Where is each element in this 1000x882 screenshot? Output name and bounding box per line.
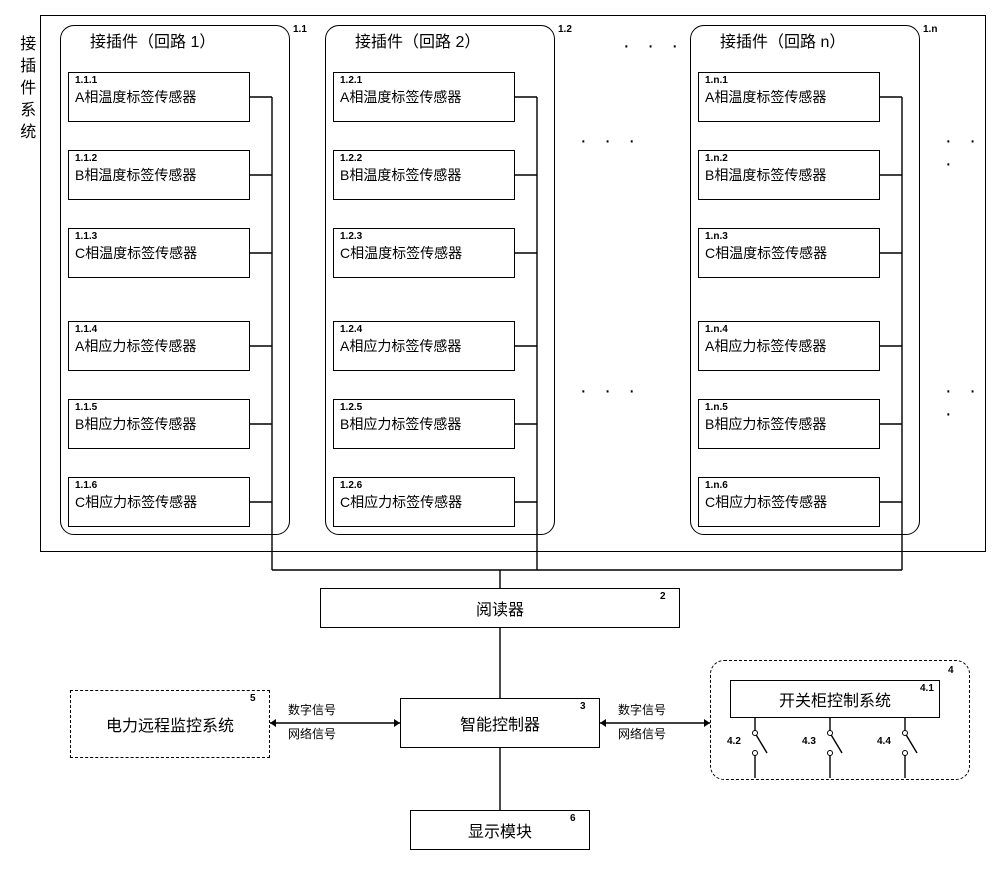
sig-label: 网络信号 xyxy=(288,727,336,741)
block-ref: 2 xyxy=(660,591,666,603)
circuit-title: 接插件（回路 2） xyxy=(355,33,480,52)
block-阅读器: 阅读器 xyxy=(320,588,680,628)
sensor-box: 1.2.4A相应力标签传感器 xyxy=(333,321,515,371)
system-label: 接插件系统 xyxy=(16,35,35,145)
sensor-box: 1.1.3C相温度标签传感器 xyxy=(68,228,250,278)
ellipsis: · · · xyxy=(580,130,641,153)
sensor-box: 1.2.3C相温度标签传感器 xyxy=(333,228,515,278)
circuit-title: 接插件（回路 1） xyxy=(90,33,215,52)
sig-label: 网络信号 xyxy=(618,727,666,741)
sensor-box: 1.2.5B相应力标签传感器 xyxy=(333,399,515,449)
block-智能控制器: 智能控制器 xyxy=(400,698,600,748)
sensor-box: 1.n.3C相温度标签传感器 xyxy=(698,228,880,278)
sensor-box: 1.n.6C相应力标签传感器 xyxy=(698,477,880,527)
circuit-title: 接插件（回路 n） xyxy=(720,33,845,52)
sig-label: 数字信号 xyxy=(288,703,336,717)
switch-ref: 4.2 xyxy=(727,736,741,748)
ellipsis-top: · · · xyxy=(623,35,684,58)
block-电力远程监控系统: 电力远程监控系统 xyxy=(70,690,270,758)
sensor-box: 1.n.1A相温度标签传感器 xyxy=(698,72,880,122)
block-ref: 6 xyxy=(570,813,576,825)
circuit-ref: 1.1 xyxy=(293,24,307,36)
ellipsis: · · · xyxy=(945,130,990,176)
sensor-box: 1.1.2B相温度标签传感器 xyxy=(68,150,250,200)
block-显示模块: 显示模块 xyxy=(410,810,590,850)
sensor-box: 1.n.2B相温度标签传感器 xyxy=(698,150,880,200)
sensor-box: 1.2.2B相温度标签传感器 xyxy=(333,150,515,200)
cabinet-ref: 4 xyxy=(948,665,954,677)
block-ref: 3 xyxy=(580,701,586,713)
sensor-box: 1.1.5B相应力标签传感器 xyxy=(68,399,250,449)
sensor-box: 1.2.1A相温度标签传感器 xyxy=(333,72,515,122)
sensor-box: 1.2.6C相应力标签传感器 xyxy=(333,477,515,527)
sensor-box: 1.n.4A相应力标签传感器 xyxy=(698,321,880,371)
block-开关柜控制系统: 开关柜控制系统 xyxy=(730,680,940,718)
sensor-box: 1.n.5B相应力标签传感器 xyxy=(698,399,880,449)
circuit-ref: 1.n xyxy=(923,24,937,36)
sensor-box: 1.1.1A相温度标签传感器 xyxy=(68,72,250,122)
switch-ref: 4.4 xyxy=(877,736,891,748)
switch-ref: 4.3 xyxy=(802,736,816,748)
block-ref: 5 xyxy=(250,693,256,705)
sensor-box: 1.1.6C相应力标签传感器 xyxy=(68,477,250,527)
block-ref: 4.1 xyxy=(920,683,934,695)
cabinet-box xyxy=(710,660,970,780)
ellipsis: · · · xyxy=(945,380,990,426)
sensor-box: 1.1.4A相应力标签传感器 xyxy=(68,321,250,371)
circuit-ref: 1.2 xyxy=(558,24,572,36)
sig-label: 数字信号 xyxy=(618,703,666,717)
ellipsis: · · · xyxy=(580,380,641,403)
